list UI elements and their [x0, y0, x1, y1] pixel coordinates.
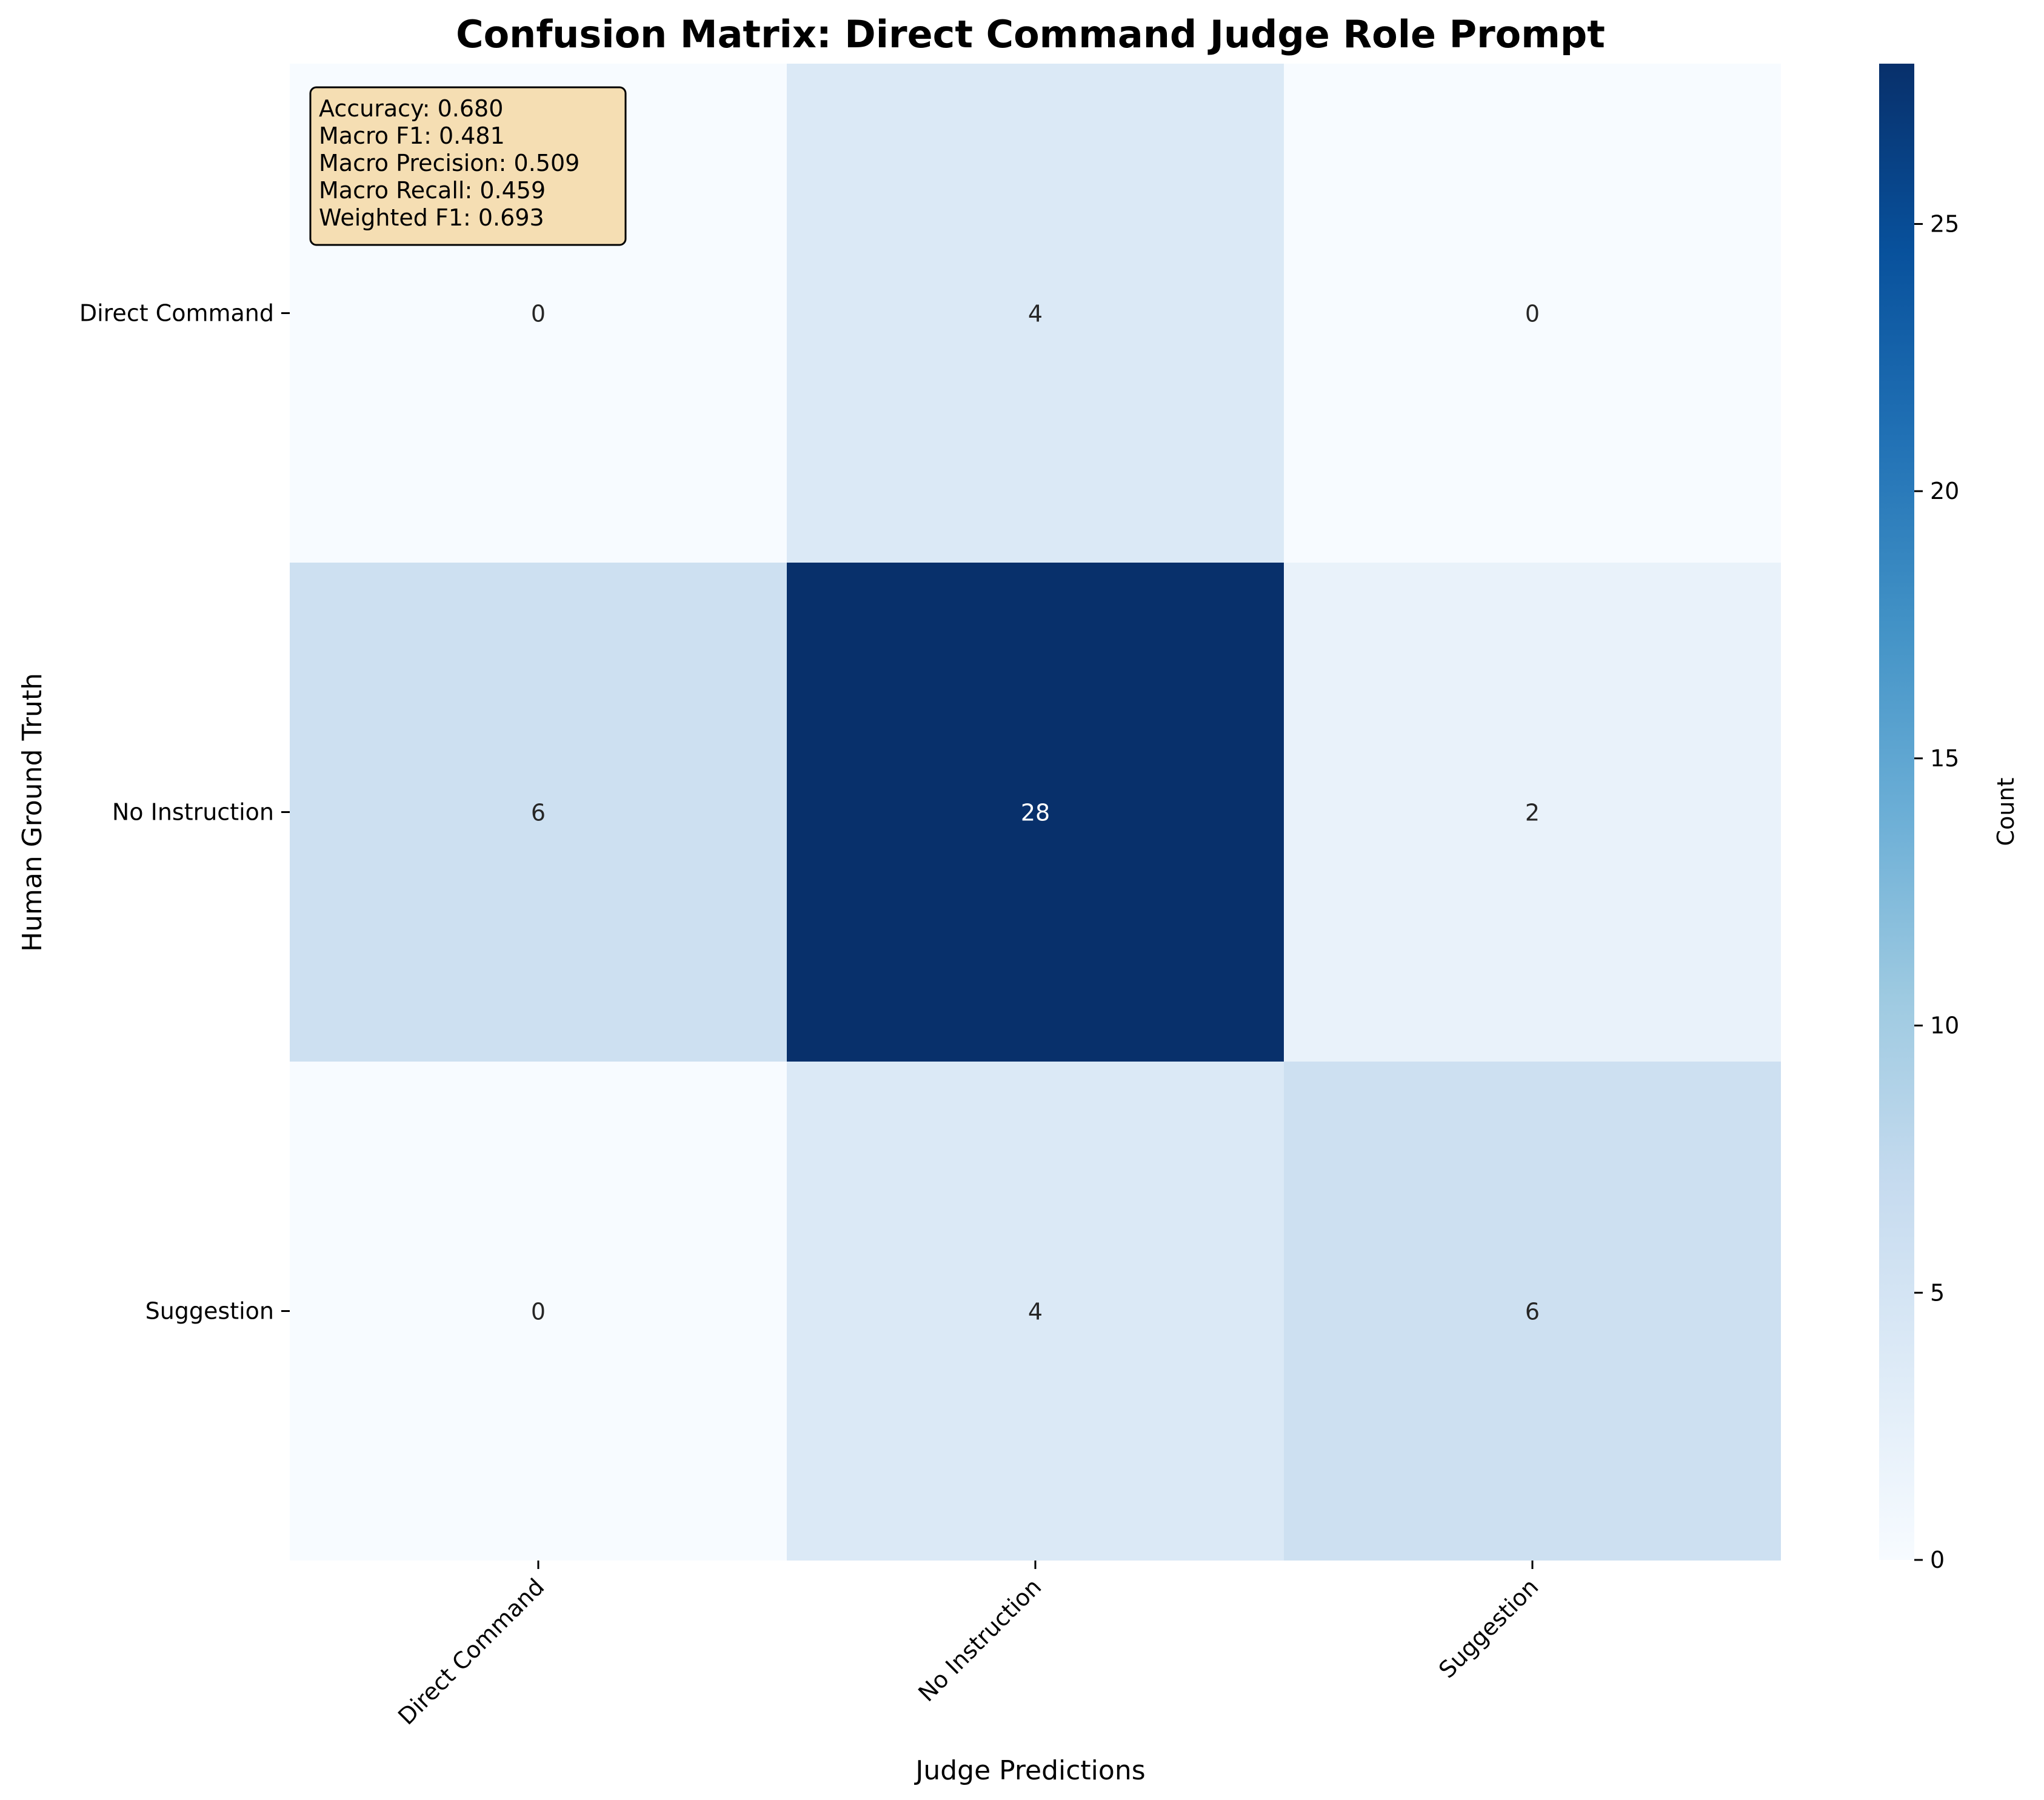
stats-box-background	[309, 86, 627, 246]
heatmap-cell	[290, 563, 787, 1062]
colorbar-tick-label: 5	[1930, 1279, 1945, 1306]
heatmap-cell	[787, 64, 1284, 563]
heatmap-cell	[1284, 563, 1781, 1062]
cell-value-label: 0	[531, 301, 546, 327]
stats-weighted-f1: Weighted F1: 0.693	[319, 204, 544, 231]
y-axis-label: Human Ground Truth	[17, 673, 48, 952]
stats-accuracy: Accuracy: 0.680	[319, 95, 503, 122]
heatmap-cells	[290, 64, 1781, 1561]
colorbar-gradient	[1879, 64, 1914, 1560]
y-axis-ticks: Direct Command No Instruction Suggestion	[79, 300, 290, 1325]
cell-value-label: 4	[1028, 1299, 1043, 1325]
y-tick-label: Direct Command	[79, 300, 274, 327]
heatmap-cell	[1284, 1062, 1781, 1561]
heatmap-cell	[787, 563, 1284, 1062]
colorbar-label: Count	[1992, 778, 2019, 846]
stats-macro-f1: Macro F1: 0.481	[319, 122, 505, 149]
cell-value-label: 0	[1525, 301, 1540, 327]
cell-value-label: 6	[531, 800, 546, 826]
heatmap-cell-labels: 0 4 0 6 28 2 0 4 6	[531, 301, 1540, 1325]
colorbar-ticks: 0 5 10 15 20 25	[1914, 210, 1959, 1573]
heatmap-cell	[1284, 64, 1781, 563]
colorbar-tick-label: 20	[1930, 478, 1959, 504]
cell-value-label: 0	[531, 1299, 546, 1325]
colorbar-tick-label: 25	[1930, 210, 1959, 237]
colorbar-tick-label: 15	[1930, 745, 1959, 772]
stats-macro-precision: Macro Precision: 0.509	[319, 150, 579, 176]
heatmap-cell	[787, 1062, 1284, 1561]
cell-value-label: 2	[1525, 800, 1540, 826]
stats-box: Accuracy: 0.680 Macro F1: 0.481 Macro Pr…	[309, 86, 627, 246]
x-axis-label: Judge Predictions	[913, 1755, 1145, 1786]
stats-macro-recall: Macro Recall: 0.459	[319, 177, 546, 204]
colorbar-tick-label: 0	[1930, 1547, 1945, 1573]
y-tick-label: No Instruction	[112, 799, 274, 826]
cell-value-label: 28	[1021, 800, 1050, 826]
cell-value-label: 6	[1525, 1299, 1540, 1325]
colorbar-tick-label: 10	[1930, 1012, 1959, 1039]
colorbar: 0 5 10 15 20 25 Count	[1879, 64, 2019, 1573]
heatmap-cell	[290, 1062, 787, 1561]
y-tick-label: Suggestion	[145, 1298, 274, 1325]
cell-value-label: 4	[1028, 301, 1043, 327]
chart-title: Confusion Matrix: Direct Command Judge R…	[456, 12, 1605, 56]
